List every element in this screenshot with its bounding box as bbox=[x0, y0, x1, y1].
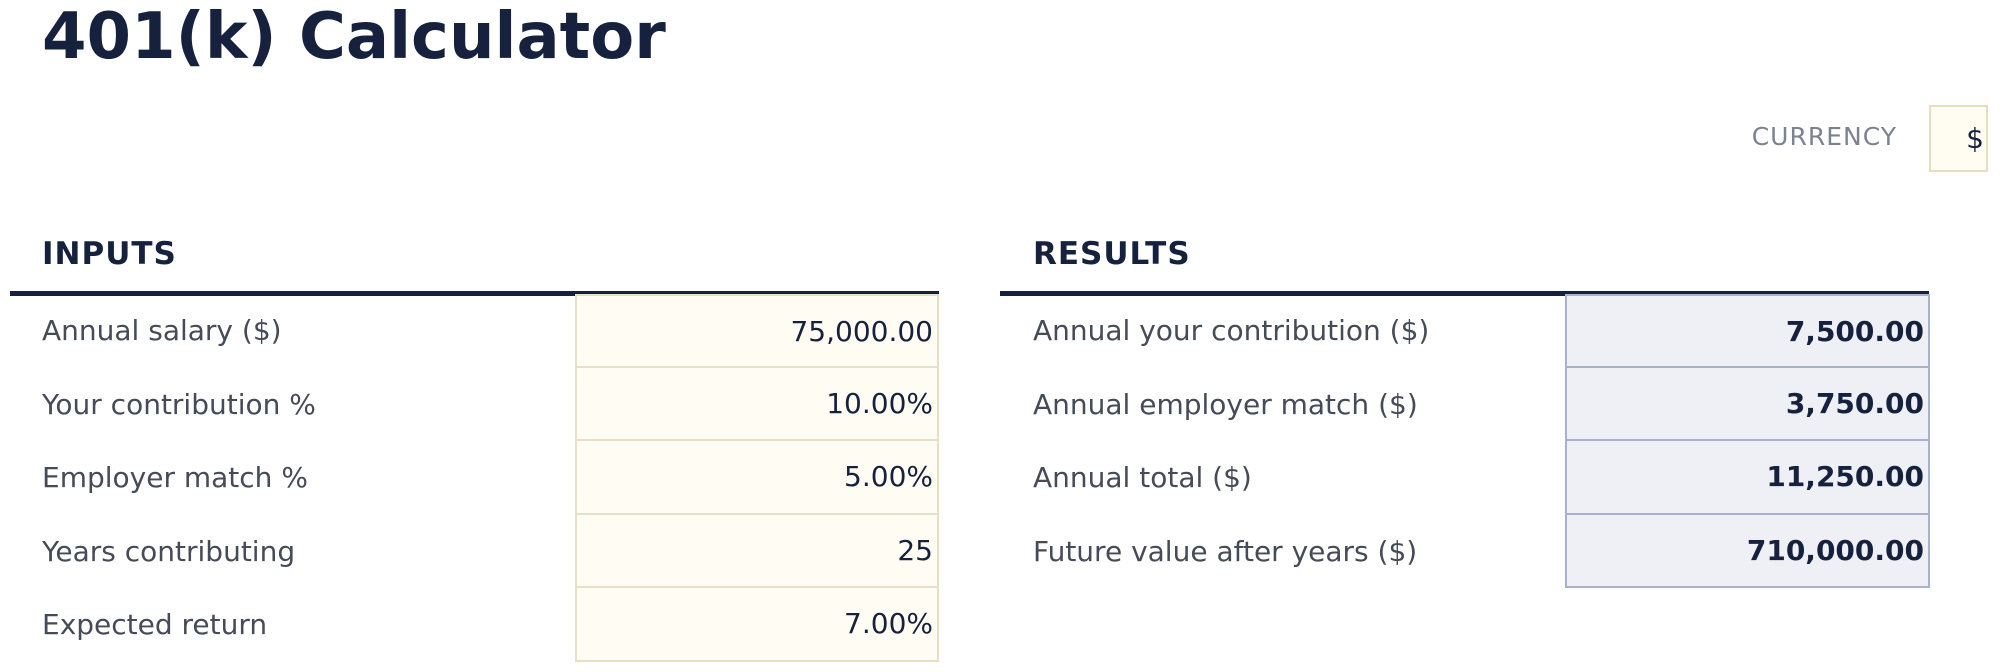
input-cell[interactable]: 25 bbox=[575, 512, 939, 589]
result-cell: 7,500.00 bbox=[1565, 294, 1930, 368]
row-label: Your contribution % bbox=[42, 387, 316, 421]
row-label: Employer match % bbox=[42, 461, 308, 495]
row-label: Annual salary ($) bbox=[42, 314, 282, 347]
input-cell[interactable]: 10.00% bbox=[575, 365, 939, 442]
row-label: Future value after years ($) bbox=[1033, 534, 1418, 568]
result-cell: 710,000.00 bbox=[1565, 512, 1930, 589]
results-title: RESULTS bbox=[1033, 236, 1191, 272]
inputs-rule bbox=[10, 291, 939, 296]
currency-input[interactable]: $ bbox=[1929, 105, 1988, 172]
results-rule bbox=[1000, 291, 1929, 296]
input-cell[interactable]: 75,000.00 bbox=[575, 294, 939, 368]
result-cell: 11,250.00 bbox=[1565, 439, 1930, 515]
input-cell[interactable]: 5.00% bbox=[575, 439, 939, 515]
row-label: Annual employer match ($) bbox=[1033, 387, 1418, 421]
row-label: Expected return bbox=[42, 608, 268, 642]
inputs-title: INPUTS bbox=[42, 236, 177, 272]
row-label: Annual your contribution ($) bbox=[1033, 314, 1430, 347]
input-cell[interactable]: 7.00% bbox=[575, 586, 939, 662]
result-cell: 3,750.00 bbox=[1565, 365, 1930, 442]
row-label: Annual total ($) bbox=[1033, 461, 1252, 495]
currency-label: CURRENCY bbox=[1751, 122, 1897, 151]
page-title: 401(k) Calculator bbox=[42, 0, 666, 74]
row-label: Years contributing bbox=[42, 534, 296, 568]
